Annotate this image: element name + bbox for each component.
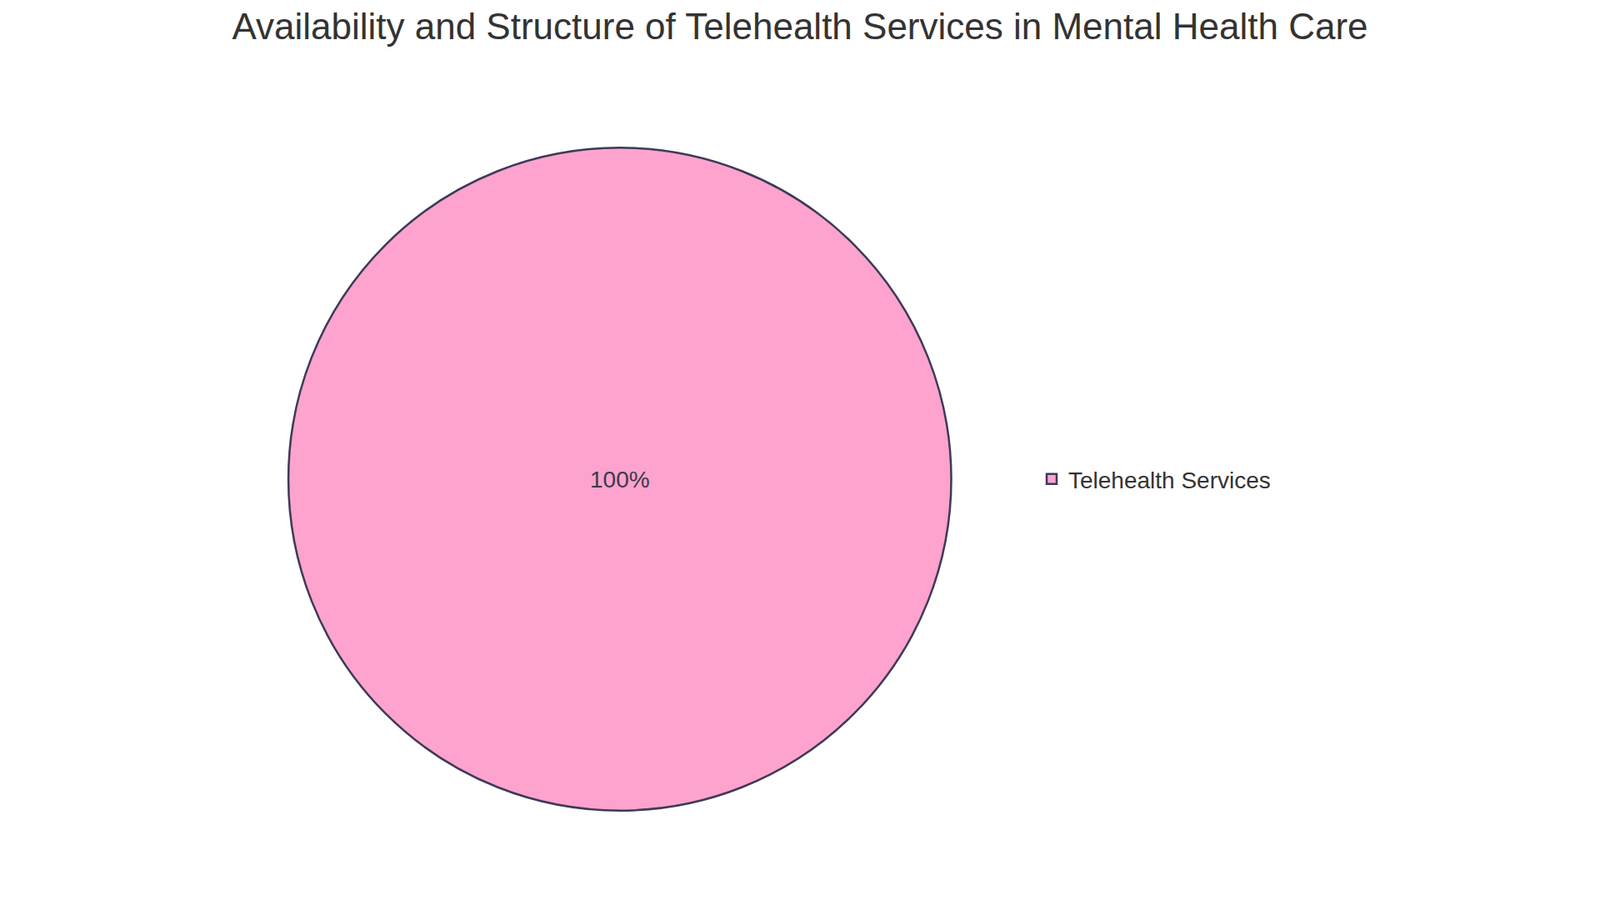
svg-text:100%: 100% — [590, 466, 650, 493]
svg-text:Availability and Structure of: Availability and Structure of Telehealth… — [231, 5, 1368, 47]
svg-text:Telehealth Services: Telehealth Services — [1068, 467, 1271, 494]
